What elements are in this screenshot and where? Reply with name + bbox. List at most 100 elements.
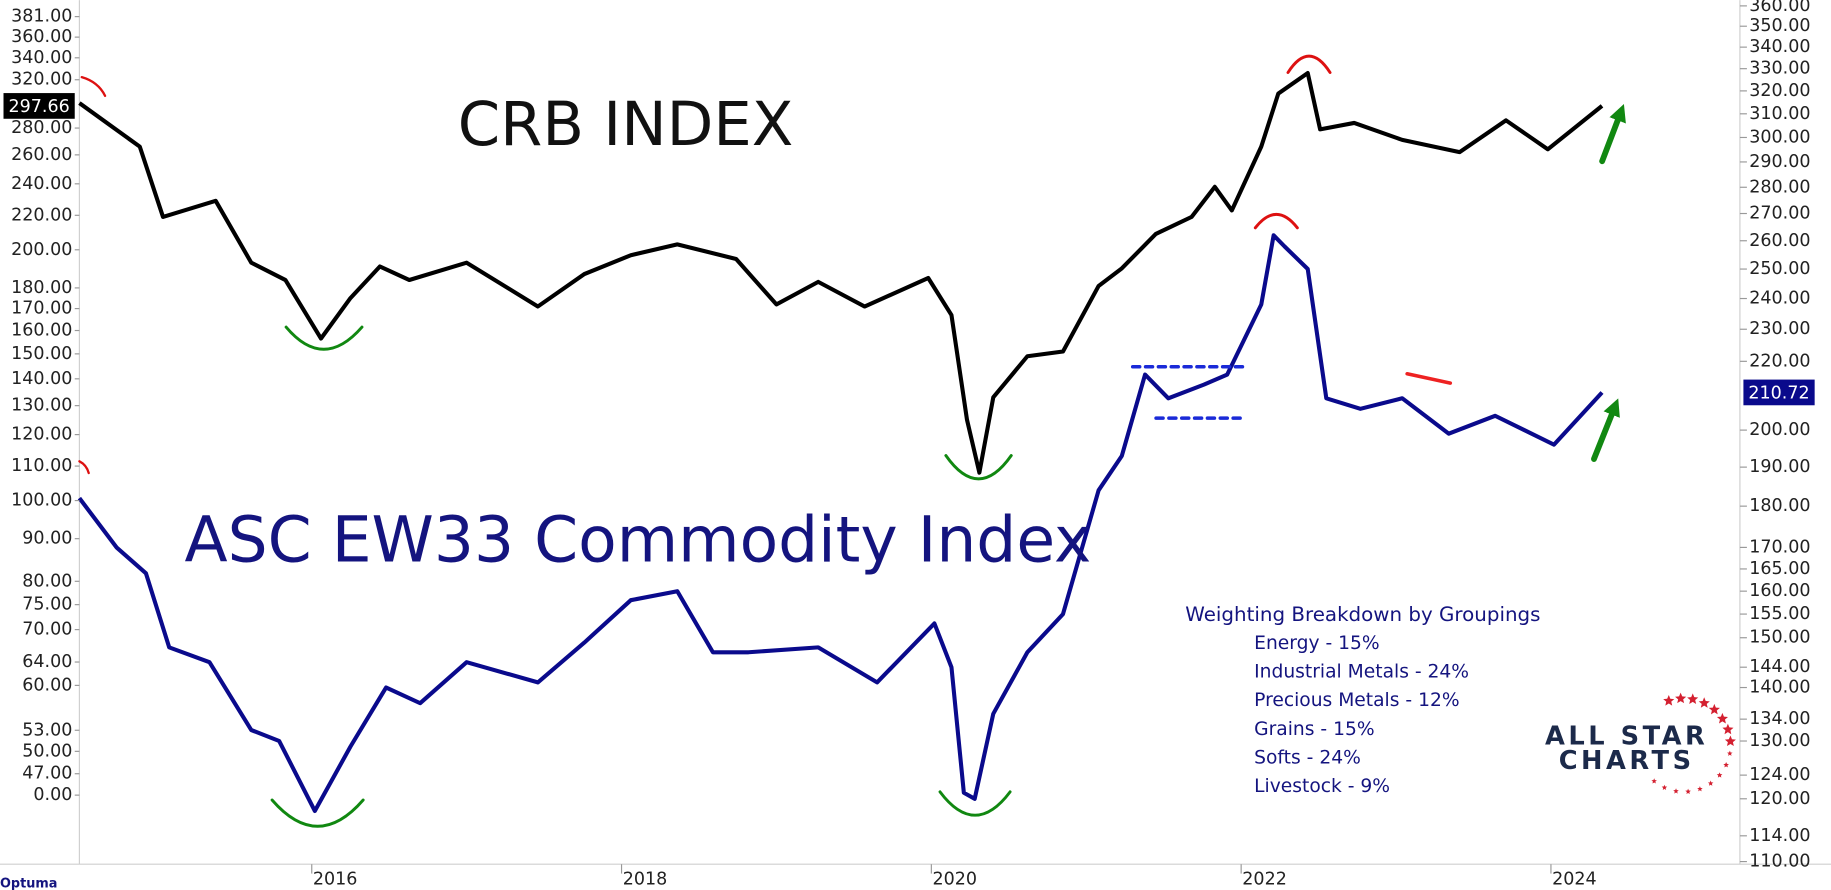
top-arc	[78, 460, 90, 475]
x-tick-label: 2024	[1552, 869, 1597, 889]
annotations-shapes	[78, 54, 1626, 828]
logo-star	[1698, 697, 1710, 708]
logo-star	[1697, 786, 1703, 792]
top-arc	[1286, 54, 1332, 74]
top-arc	[1253, 212, 1299, 230]
price-tag-label: 210.72	[1748, 384, 1809, 404]
bottom-arc	[270, 798, 365, 828]
y-tick-label: 110.00	[11, 456, 72, 476]
y2-tick-label: 240.00	[1749, 289, 1810, 309]
y-tick-label: 100.00	[11, 491, 72, 511]
logo: ALL STAR CHARTS	[1545, 692, 1736, 795]
x-tick-label: 2022	[1242, 869, 1287, 889]
y-tick-label: 200.00	[11, 240, 72, 260]
y2-tick-label: 140.00	[1749, 678, 1810, 698]
weighting-item: Livestock - 9%	[1254, 776, 1390, 797]
logo-star	[1661, 784, 1668, 790]
logo-star	[1687, 693, 1699, 705]
logo-star	[1651, 778, 1657, 784]
series-label: CRB INDEX	[458, 90, 794, 160]
up-arrow	[1599, 104, 1626, 165]
bottom-arc	[284, 325, 364, 351]
y2-tick-label: 340.00	[1749, 37, 1810, 57]
logo-text: CHARTS	[1559, 746, 1695, 776]
x-tick-label: 2020	[933, 869, 978, 889]
y2-tick-label: 300.00	[1749, 127, 1810, 147]
y-tick-label: 150.00	[11, 344, 72, 364]
y2-tick-label: 180.00	[1749, 496, 1810, 516]
y2-tick-label: 124.00	[1749, 765, 1810, 785]
y2-tick-label: 330.00	[1749, 59, 1810, 79]
y-tick-label: 381.00	[11, 7, 72, 27]
y-tick-label: 240.00	[11, 174, 72, 194]
y-tick-label: 320.00	[11, 70, 72, 90]
weighting-item: Precious Metals - 12%	[1254, 690, 1459, 711]
y-tick-label: 180.00	[11, 278, 72, 298]
weighting-item: Energy - 15%	[1254, 633, 1379, 654]
price-tag-label: 297.66	[9, 97, 70, 117]
y2-tick-label: 114.00	[1749, 826, 1810, 846]
y-tick-label: 70.00	[22, 620, 72, 640]
series-label: ASC EW33 Commodity Index	[185, 502, 1092, 576]
plot-area	[77, 71, 1604, 814]
y2-tick-label: 280.00	[1749, 177, 1810, 197]
watermark: Optuma	[0, 877, 57, 890]
y2-tick-label: 200.00	[1749, 420, 1810, 440]
weighting-heading: Weighting Breakdown by Groupings	[1185, 603, 1540, 626]
y-tick-label: 80.00	[22, 571, 72, 591]
y2-tick-label: 155.00	[1749, 604, 1810, 624]
y2-tick-label: 165.00	[1749, 559, 1810, 579]
logo-star	[1724, 735, 1736, 747]
y-tick-label: 170.00	[11, 299, 72, 319]
y2-tick-label: 110.00	[1749, 852, 1810, 872]
y2-tick-label: 290.00	[1749, 152, 1810, 172]
y-tick-label: 280.00	[11, 118, 72, 138]
logo-star	[1723, 762, 1729, 768]
y2-tick-label: 270.00	[1749, 204, 1810, 224]
y-tick-label: 340.00	[11, 48, 72, 68]
price-tag	[1743, 379, 1815, 406]
y-tick-label: 75.00	[22, 595, 72, 615]
series-line	[78, 71, 1604, 475]
weighting-item: Grains - 15%	[1254, 719, 1374, 740]
y-tick-label: 60.00	[22, 675, 72, 695]
logo-star	[1673, 788, 1679, 794]
x-tick-label: 2018	[623, 869, 668, 889]
y2-tick-label: 150.00	[1749, 628, 1810, 648]
logo-star	[1716, 712, 1729, 724]
bottom-arc	[944, 454, 1013, 481]
y2-tick-label: 190.00	[1749, 457, 1810, 477]
logo-star	[1722, 723, 1734, 735]
y-tick-label: 260.00	[11, 145, 72, 165]
y-tick-label: 47.00	[22, 764, 72, 784]
y-tick-label: 360.00	[11, 27, 72, 47]
top-arc	[80, 75, 107, 98]
y2-tick-label: 350.00	[1749, 16, 1810, 36]
y2-tick-label: 134.00	[1749, 709, 1810, 729]
x-tick-label: 2016	[313, 869, 358, 889]
y-tick-label: 220.00	[11, 205, 72, 225]
up-arrow	[1591, 398, 1620, 462]
y2-tick-label: 160.00	[1749, 581, 1810, 601]
y-tick-label: 140.00	[11, 369, 72, 389]
weighting-item: Softs - 24%	[1254, 747, 1361, 768]
y-tick-label: 53.00	[22, 720, 72, 740]
weighting-item: Industrial Metals - 24%	[1254, 662, 1469, 683]
logo-star	[1663, 695, 1675, 706]
logo-star	[1727, 750, 1733, 756]
y-tick-label: 50.00	[22, 741, 72, 761]
y2-tick-label: 144.00	[1749, 657, 1810, 677]
y-tick-label: 130.00	[11, 396, 72, 416]
logo-star	[1707, 780, 1714, 786]
trend-line	[1405, 372, 1453, 385]
y2-tick-label: 320.00	[1749, 81, 1810, 101]
y-tick-label: 0.00	[33, 785, 72, 805]
logo-star	[1708, 703, 1720, 715]
y2-tick-label: 230.00	[1749, 319, 1810, 339]
y-tick-label: 160.00	[11, 321, 72, 341]
logo-star	[1685, 788, 1691, 795]
y2-tick-label: 310.00	[1749, 104, 1810, 124]
y2-tick-label: 260.00	[1749, 231, 1810, 251]
